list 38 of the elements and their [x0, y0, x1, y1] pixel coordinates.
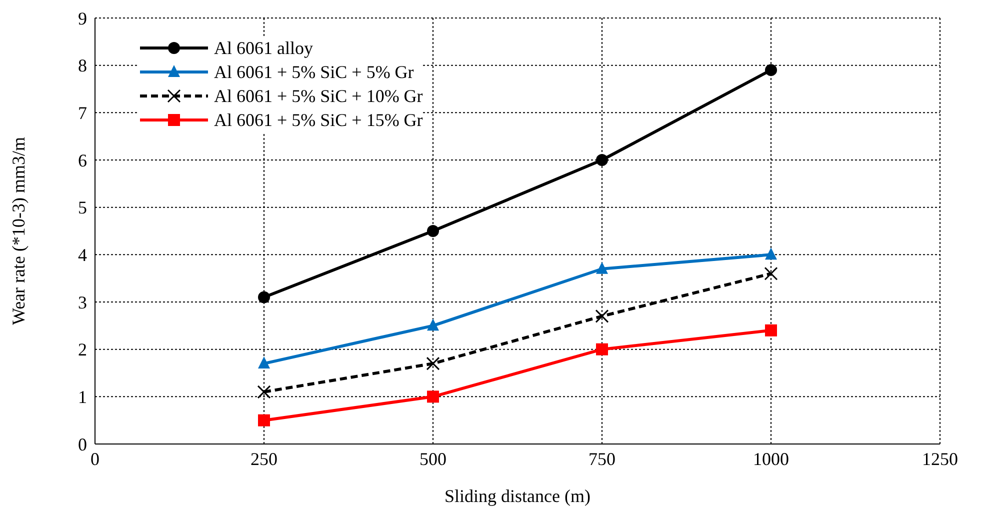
legend-label: Al 6061 + 5% SiC + 15% Gr: [214, 110, 423, 130]
point: [258, 291, 270, 304]
point: [765, 324, 777, 336]
point: [596, 154, 608, 166]
y-tick-label: 7: [78, 103, 87, 124]
legend-label: Al 6061 + 5% SiC + 10% Gr: [214, 86, 423, 106]
point: [595, 309, 609, 323]
x-tick-label: 500: [420, 448, 446, 469]
x-tick-label: 0: [90, 448, 100, 469]
legend-label: Al 6061 + 5% SiC + 5% Gr: [214, 62, 414, 82]
point: [596, 262, 608, 274]
point: [764, 266, 778, 280]
y-tick-label: 9: [78, 8, 87, 28]
point: [427, 318, 439, 331]
y-tick-label: 0: [78, 434, 87, 454]
x-axis-title: Sliding distance (m): [444, 486, 590, 506]
y-tick-label: 4: [78, 245, 87, 266]
x-tick-label: 1250: [922, 448, 958, 469]
point: [427, 225, 439, 237]
legend-label: Al 6061 alloy: [214, 38, 313, 58]
y-tick-label: 6: [78, 150, 87, 170]
point: [765, 248, 777, 260]
point: [258, 414, 270, 426]
y-tick-label: 5: [78, 198, 87, 218]
y-tick-label: 2: [78, 340, 87, 360]
point: [596, 343, 608, 356]
y-tick-label: 8: [78, 56, 87, 76]
point: [765, 64, 777, 76]
y-axis-title: Wear rate (*10-3) mm3/m: [8, 137, 28, 325]
point: [258, 356, 270, 369]
point: [426, 356, 440, 370]
y-tick-label: 1: [78, 387, 87, 408]
x-tick-label: 750: [588, 448, 616, 469]
x-tick-label: 1000: [753, 448, 789, 469]
point: [257, 385, 271, 399]
point: [427, 390, 439, 403]
y-tick-label: 3: [78, 292, 87, 312]
x-tick-label: 250: [250, 448, 278, 469]
